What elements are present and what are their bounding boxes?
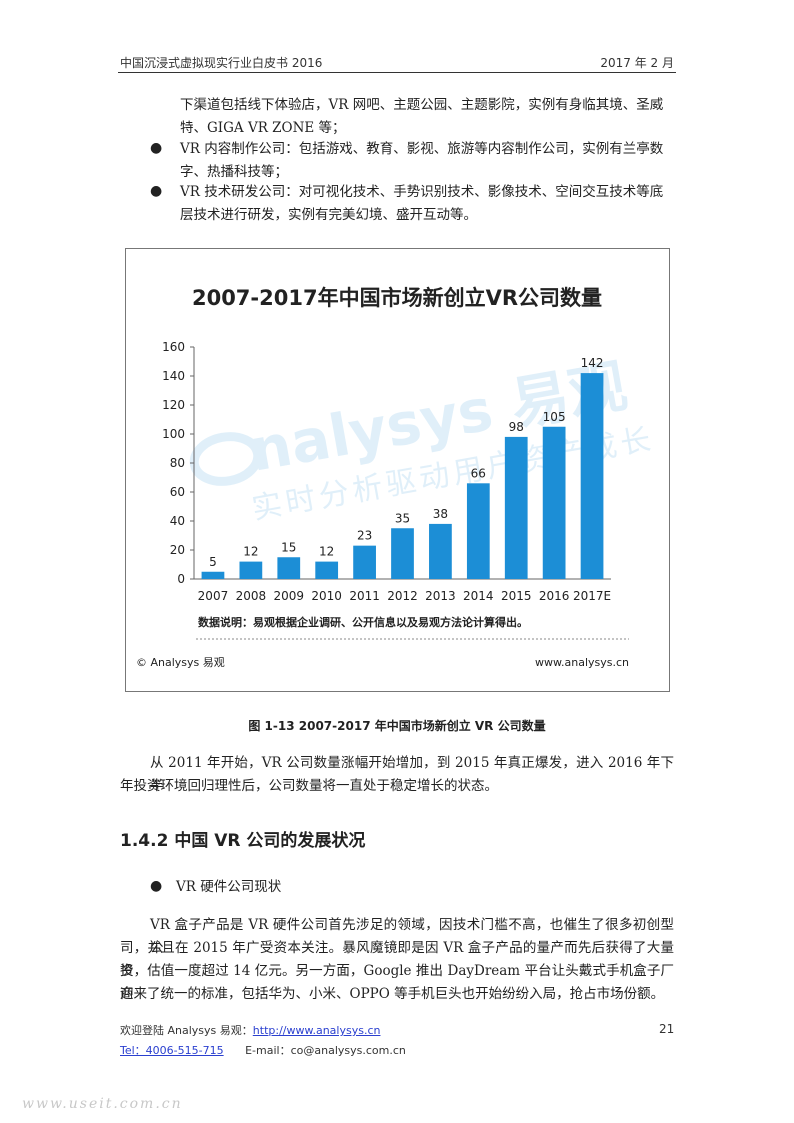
intro-line: 特、GIGA VR ZONE 等； [180,120,346,136]
body-line-3: 资，估值一度超过 14 亿元。另一方面，Google 推出 DayDream 平… [120,963,674,1002]
x-tick-label: 2007 [198,589,229,603]
y-tick-label: 20 [170,543,185,557]
y-tick-label: 100 [162,427,185,441]
x-tick-label: 2012 [387,589,418,603]
subsection-label: VR 硬件公司现状 [176,879,282,895]
body-line-1: VR 盒子产品是 VR 硬件公司首先涉足的领域，因技术门槛不高，也催生了很多初创… [150,917,674,956]
data-label: 12 [319,545,334,559]
intro-line: 下渠道包括线下体验店，VR 网吧、主题公园、主题影院，实例有身临其境、圣威 [180,97,664,113]
chart-source-right: www.analysys.cn [535,656,629,669]
analysis-line-1: 从 2011 年开始，VR 公司数量涨幅开始增加，到 2015 年真正爆发，进入… [150,755,674,794]
body-line-2: 司，并且在 2015 年广受资本关注。暴风魔镜即是因 VR 盒子产品的量产而先后… [120,940,674,979]
header-date: 2017 年 2 月 [600,56,674,70]
chart-figure: nalysys 易观 实时分析驱动用户资产成长 2007-2017年中国市场新创… [125,248,670,692]
bullet-line: 层技术进行研发，实例有完美幻境、盛开互动等。 [180,207,477,223]
bar-chart: nalysys 易观 实时分析驱动用户资产成长 2007-2017年中国市场新创… [136,286,657,669]
x-axis-labels: 2007 2008 2009 2010 2011 2012 2013 2014 2015 2016… [198,589,611,603]
data-label: 105 [543,410,566,424]
y-tick-label: 0 [177,572,185,586]
y-tick-label: 60 [170,485,185,499]
x-tick-label: 2017E [573,589,611,603]
page-header: 中国沉浸式虚拟现实行业白皮书 2016 2017 年 2 月 [118,52,676,73]
bar [315,561,339,579]
bullet-line: VR 内容制作公司：包括游戏、教育、影视、旅游等内容制作公司，实例有兰亭数 [180,141,664,157]
data-label: 15 [281,540,296,554]
y-tick-label: 120 [162,398,185,412]
data-labels: 5 12 15 12 23 35 38 66 98 105 142 [209,356,603,569]
analysis-line-2: 年投资环境回归理性后，公司数量将一直处于稳定增长的状态。 [120,778,498,794]
bar [201,571,225,579]
y-tick-label: 160 [162,340,185,354]
chart-title: 2007-2017年中国市场新创立VR公司数量 [192,286,602,310]
intro-continuation: 下渠道包括线下体验店，VR 网吧、主题公园、主题影院，实例有身临其境、圣威 特、… [180,94,674,140]
bullet-content-company: VR 内容制作公司：包括游戏、教育、影视、旅游等内容制作公司，实例有兰亭数 字、… [180,138,674,184]
header-title: 中国沉浸式虚拟现实行业白皮书 2016 [120,56,323,70]
footer-welcome: 欢迎登陆 Analysys 易观：http://www.analysys.cn [120,1022,380,1038]
footer-contact: Tel：4006-515-715 E-mail：co@analysys.com.… [120,1042,406,1058]
footer-welcome-text: 欢迎登陆 Analysys 易观： [120,1024,253,1037]
y-tick-label: 140 [162,369,185,383]
bar [277,557,301,579]
bullet-dot: ● [150,878,163,894]
footer-website-link[interactable]: http://www.analysys.cn [252,1024,381,1037]
bullet-dot: ● [150,140,163,156]
site-watermark: www.useit.com.cn [22,1096,183,1112]
x-tick-label: 2008 [236,589,267,603]
y-tick-label: 40 [170,514,185,528]
y-axis: 0 20 40 60 80 100 120 140 160 [162,340,611,586]
footer-tel-link[interactable]: Tel：4006-515-715 [120,1044,224,1057]
data-label: 142 [581,356,604,370]
page-number: 21 [659,1022,675,1036]
bar [542,426,566,579]
footer-email: E-mail：co@analysys.com.cn [245,1044,406,1057]
section-heading: 1.4.2 中国 VR 公司的发展状况 [120,831,366,851]
data-label: 98 [509,420,524,434]
bar [580,373,604,579]
data-label: 66 [471,466,486,480]
x-tick-label: 2014 [463,589,494,603]
x-tick-label: 2016 [539,589,570,603]
x-tick-label: 2011 [349,589,380,603]
x-tick-label: 2010 [311,589,342,603]
bar-series [201,373,604,579]
bullet-line: 字、热播科技等； [180,164,288,180]
data-label: 35 [395,511,410,525]
body-line-4: 迎来了统一的标准，包括华为、小米、OPPO 等手机巨头也开始纷纷入局，抢占市场份… [120,986,665,1002]
bullet-tech-company: VR 技术研发公司：对可视化技术、手势识别技术、影像技术、空间交互技术等底 层技… [180,181,674,227]
data-label: 12 [243,545,258,559]
bullet-line: VR 技术研发公司：对可视化技术、手势识别技术、影像技术、空间交互技术等底 [180,184,664,200]
x-tick-label: 2013 [425,589,456,603]
bar [466,483,490,579]
x-tick-label: 2015 [501,589,532,603]
bar [391,528,414,579]
data-label: 23 [357,529,372,543]
bullet-dot: ● [150,183,163,199]
x-tick-label: 2009 [273,589,304,603]
bar [353,545,376,579]
bar [239,561,263,579]
data-label: 5 [209,555,217,569]
chart-note: 数据说明：易观根据企业调研、公开信息以及易观方法论计算得出。 [198,615,528,629]
bar [429,523,452,579]
chart-source-left: © Analysys 易观 [136,656,225,669]
y-tick-label: 80 [170,456,185,470]
figure-caption: 图 1-13 2007-2017 年中国市场新创立 VR 公司数量 [248,719,546,733]
bar [504,436,528,579]
data-label: 38 [433,507,448,521]
